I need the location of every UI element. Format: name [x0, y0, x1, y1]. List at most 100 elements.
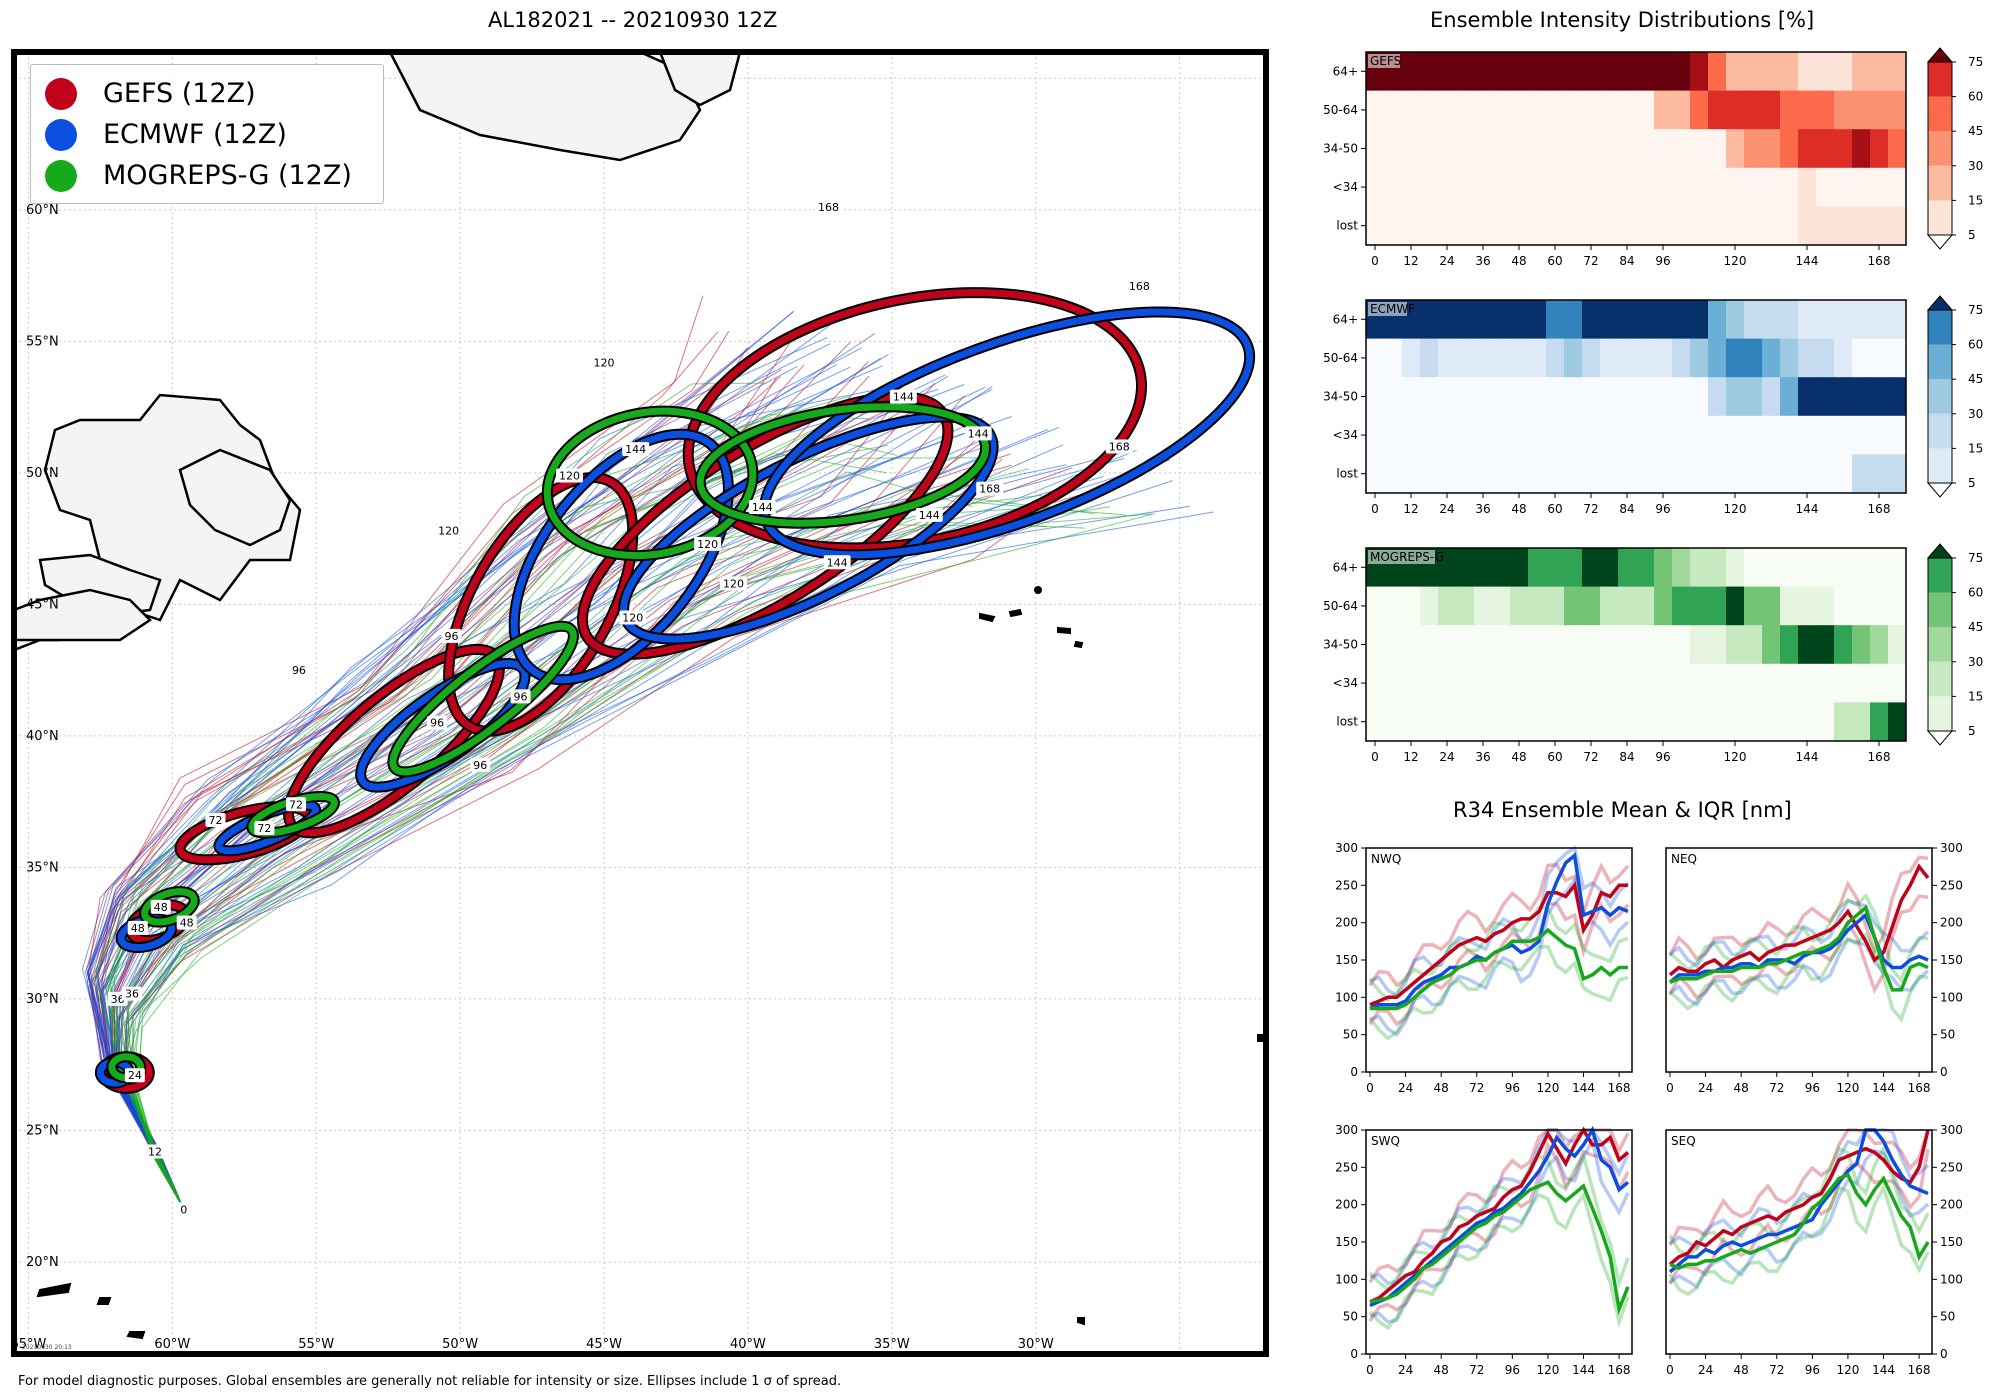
heatmap-cell [1618, 663, 1637, 703]
colorbar-tick-label: 45 [1968, 124, 1983, 138]
x-tick-label: 36 [1475, 254, 1490, 268]
hour-label: 96 [441, 628, 462, 643]
heatmap-cell [1708, 415, 1727, 455]
longitude-tick-label: 40°W [730, 1337, 766, 1352]
x-tick-label: 60 [1547, 750, 1562, 764]
heatmap-cell [1582, 586, 1601, 626]
heatmap-cell [1708, 52, 1727, 92]
heatmap-cell [1384, 454, 1403, 494]
hour-label-bg [1125, 279, 1153, 294]
hour-label-text: 36 [125, 988, 139, 1001]
x-tick-label: 24 [1439, 502, 1454, 516]
heatmap-cell [1762, 52, 1781, 92]
heatmap-cell [1582, 52, 1601, 92]
x-tick-label: 168 [1608, 1363, 1631, 1377]
heatmap-cell [1510, 377, 1529, 417]
x-tick-label: 72 [1583, 502, 1598, 516]
x-tick-label: 168 [1908, 1081, 1931, 1095]
heatmap-cell [1852, 167, 1871, 207]
heatmap-cell [1546, 167, 1565, 207]
x-tick-label: 48 [1734, 1081, 1749, 1095]
ellipse-mogreps-g-48 [141, 888, 198, 926]
map-axis-ticks: 65°W 60°W 55°W 50°W 45°W 40°W 35°W 30°W 20°N 25°N… [10, 203, 1053, 1352]
heatmap-cell [1618, 548, 1637, 588]
x-tick-label: 0 [1666, 1081, 1674, 1095]
heatmap-cell [1780, 415, 1799, 455]
heatmap-cell [1744, 702, 1763, 742]
colorbar-band [1928, 62, 1952, 97]
x-tick-label: 12 [1403, 750, 1418, 764]
heatmap-cell [1654, 338, 1673, 378]
hour-label-text: 96 [292, 664, 306, 677]
hour-label-bg [122, 986, 143, 1001]
heatmap-cell [1672, 415, 1691, 455]
heatmap-cell [1582, 206, 1601, 246]
heatmap-cell [1834, 454, 1853, 494]
heatmap-cell [1708, 129, 1727, 169]
footer-note: For model diagnostic purposes. Global en… [18, 1374, 842, 1389]
heatmap-cell [1726, 129, 1745, 169]
heatmap-cell [1474, 454, 1493, 494]
hour-label-bg [823, 555, 851, 570]
heatmap-cell [1654, 167, 1673, 207]
heatmap-cell [1726, 586, 1745, 626]
y-tick-label: 0 [1940, 1347, 1948, 1361]
heatmap-cell [1888, 454, 1907, 494]
heatmap-cell [1528, 415, 1547, 455]
heatmap-cell [1384, 663, 1403, 703]
heatmap-cell [1384, 625, 1403, 665]
iqr-line [1668, 931, 1929, 1023]
heatmap-cell [1402, 415, 1421, 455]
ellipse-ecmwf-120 [510, 430, 732, 684]
forecast-hour-labels: 0 12 24 36 36 48 48 48 72 72 72 96 96 96 96 96 120 120 120… [107, 200, 1153, 1217]
hour-label-text: 72 [208, 814, 222, 827]
heatmap-cell [1780, 663, 1799, 703]
x-tick-label: 48 [1511, 502, 1526, 516]
heatmap-cell [1546, 415, 1565, 455]
y-tick-label: 200 [1335, 916, 1358, 930]
heatmap-cell [1672, 338, 1691, 378]
heatmap-cell [1708, 377, 1727, 417]
colorbar-max-arrow [1926, 543, 1954, 559]
heatmap-cell [1402, 586, 1421, 626]
heatmap-cell [1492, 454, 1511, 494]
heatmap-cell [1726, 167, 1745, 207]
heatmap-cell [1798, 625, 1817, 665]
heatmap-cell [1402, 702, 1421, 742]
colorbar-frame [1927, 309, 1953, 484]
colorbar-band [1928, 200, 1952, 235]
heatmap-cell [1654, 415, 1673, 455]
heatmap-cell [1528, 548, 1547, 588]
longitude-tick-label: 55°W [298, 1337, 334, 1352]
y-tick-label: 150 [1335, 1235, 1358, 1249]
hour-label: 96 [427, 715, 448, 730]
position-ellipses [94, 287, 1256, 1094]
heatmap-cell [1618, 338, 1637, 378]
heatmap-cell [1510, 548, 1529, 588]
heatmap-cell [1762, 90, 1781, 130]
heatmap-cell [1834, 206, 1853, 246]
hour-label: 168 [1125, 279, 1153, 294]
heatmap-cell [1870, 206, 1889, 246]
y-tick-label: 50 [1940, 1310, 1955, 1324]
heatmap-cell [1672, 90, 1691, 130]
colorbar-tick-label: 15 [1968, 441, 1983, 455]
heatmap-cell [1438, 338, 1457, 378]
heatmap-cell [1672, 206, 1691, 246]
heatmap-cell [1636, 167, 1655, 207]
hour-label: 120 [590, 355, 618, 370]
heatmap-cell [1780, 300, 1799, 340]
r34-panel-neq: NEQ 0 50 100 150 200 250 300 0 24 48 72 96 120 144 168 [1665, 841, 1963, 1095]
x-tick-label: 36 [1475, 502, 1490, 516]
y-tick-label: 150 [1940, 1235, 1963, 1249]
heatmap-cell [1816, 52, 1835, 92]
heatmap-cell [1888, 548, 1907, 588]
heatmap-cell [1582, 167, 1601, 207]
heatmap-cell [1690, 129, 1709, 169]
heatmap-cell [1420, 663, 1439, 703]
heatmap-cell [1672, 663, 1691, 703]
x-tick-label: 144 [1572, 1081, 1595, 1095]
iqr-line [1368, 862, 1630, 988]
heatmap-cell [1420, 167, 1439, 207]
heatmap-cell [1402, 625, 1421, 665]
